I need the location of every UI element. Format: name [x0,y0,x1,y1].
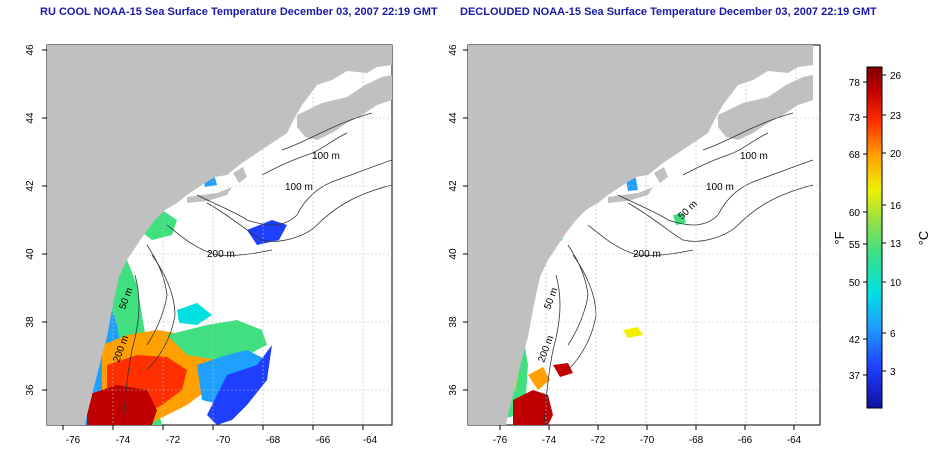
fahrenheit-tick: 68 [849,150,861,161]
celsius-tick: 3 [890,367,896,378]
celsius-tick: 10 [890,278,902,289]
contour-label: 200 m [633,249,661,260]
fahrenheit-tick: 73 [849,113,861,124]
fahrenheit-tick: 37 [849,371,861,382]
y-tick-label: 42 [25,180,36,192]
right-panel-title: DECLOUDED NOAA-15 Sea Surface Temperatur… [460,6,877,18]
x-tick-label: -76 [66,435,81,446]
contour-label: 100 m [740,151,768,162]
x-tick-label: -76 [493,435,508,446]
x-tick-label: -64 [363,435,378,446]
fahrenheit-axis-label: °F [832,231,847,244]
celsius-tick: 20 [890,149,902,160]
fahrenheit-tick: 60 [849,208,861,219]
contour-label: 100 m [312,151,340,162]
celsius-tick: 26 [890,71,902,82]
celsius-tick: 6 [890,329,896,340]
y-tick-label: 44 [448,112,459,124]
left-map: 100 m 100 m 200 m 50 m 200 m -76 [25,44,393,446]
x-tick-label: -68 [689,435,704,446]
celsius-tick: 13 [890,239,902,250]
right-map: 100 m 100 m 50 m 200 m 50 m 200 m -7 [448,44,821,446]
y-tick-label: 40 [25,248,36,260]
fahrenheit-tick: 42 [849,335,861,346]
y-tick-label: 46 [448,44,459,56]
x-tick-label: -72 [591,435,606,446]
contour-label: 200 m [207,249,235,260]
x-tick-label: -70 [216,435,231,446]
temperature-colorbar: 78 73 68 60 55 50 42 37 26 23 20 16 13 1… [832,66,931,409]
x-tick-label: -72 [166,435,181,446]
celsius-axis-label: °C [916,231,931,246]
x-tick-label: -64 [787,435,802,446]
x-tick-label: -66 [738,435,753,446]
contour-label: 100 m [285,182,313,193]
y-tick-label: 36 [448,384,459,396]
fahrenheit-tick: 78 [849,78,861,89]
x-tick-label: -68 [266,435,281,446]
x-tick-label: -74 [116,435,131,446]
x-tick-label: -70 [640,435,655,446]
celsius-tick: 23 [890,111,902,122]
contour-label: 100 m [706,182,734,193]
celsius-tick: 16 [890,201,902,212]
fahrenheit-tick: 55 [849,240,861,251]
y-tick-label: 44 [25,112,36,124]
x-tick-label: -66 [316,435,331,446]
x-tick-label: -74 [542,435,557,446]
y-tick-label: 46 [25,44,36,56]
y-tick-label: 36 [25,384,36,396]
y-tick-label: 38 [25,316,36,328]
fahrenheit-tick: 50 [849,278,861,289]
y-tick-label: 40 [448,248,459,260]
left-panel-title: RU COOL NOAA-15 Sea Surface Temperature … [40,6,438,18]
y-tick-label: 38 [448,316,459,328]
y-tick-label: 42 [448,180,459,192]
